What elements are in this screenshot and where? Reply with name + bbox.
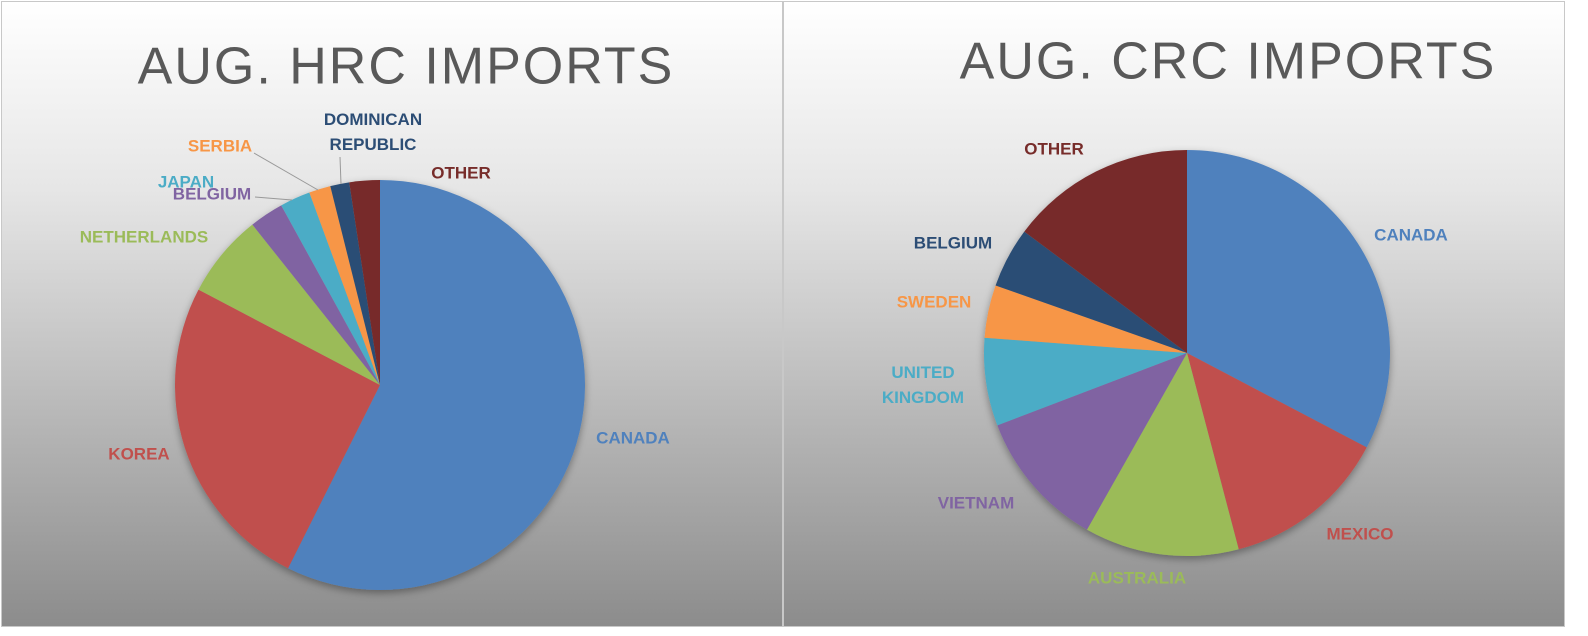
- slice-label: UNITED KINGDOM: [881, 363, 965, 407]
- pie-slice: [1187, 353, 1367, 550]
- leader-line: [253, 152, 319, 191]
- pie-slice: [175, 289, 380, 569]
- slice-label: CANADA: [596, 428, 670, 448]
- pie-slice: [1187, 150, 1390, 448]
- pie-slice: [997, 353, 1187, 530]
- pie-slice: [309, 186, 380, 385]
- slice-label: DOMINICAN REPUBLIC: [323, 110, 423, 154]
- chart-title: AUG. HRC IMPORTS: [138, 38, 675, 96]
- chart-title: AUG. CRC IMPORTS: [960, 33, 1497, 91]
- pie-slice: [984, 285, 1187, 353]
- pie-slice: [288, 180, 586, 591]
- pie-slice: [330, 182, 380, 385]
- pie-slice: [995, 231, 1187, 353]
- slice-label: VIETNAM: [937, 493, 1015, 513]
- slice-label: OTHER: [431, 163, 491, 183]
- pie: [983, 150, 1390, 556]
- slice-label: OTHER: [1024, 139, 1084, 159]
- leader-line: [254, 196, 293, 201]
- slice-label: BELGIUM: [172, 184, 252, 204]
- slice-label: CANADA: [1374, 225, 1448, 245]
- slice-label: AUSTRALIA: [1087, 568, 1187, 588]
- pie-slice: [281, 192, 380, 385]
- pie: [175, 180, 586, 591]
- slice-label: NETHERLANDS: [79, 227, 209, 247]
- slice-label: BELGIUM: [913, 233, 993, 253]
- slice-label: SERBIA: [187, 136, 253, 156]
- slice-label: JAPAN: [157, 172, 215, 192]
- slice-label: MEXICO: [1326, 524, 1394, 544]
- slice-label: SWEDEN: [896, 292, 972, 312]
- slice-label: KOREA: [108, 444, 170, 464]
- pie-slice: [198, 224, 380, 385]
- pie-slice: [983, 337, 1187, 426]
- pie-slice: [1024, 150, 1187, 353]
- pie-slice: [252, 205, 380, 385]
- leader-line: [339, 156, 342, 185]
- pie-slice: [349, 180, 380, 385]
- pie-slice: [1086, 353, 1239, 556]
